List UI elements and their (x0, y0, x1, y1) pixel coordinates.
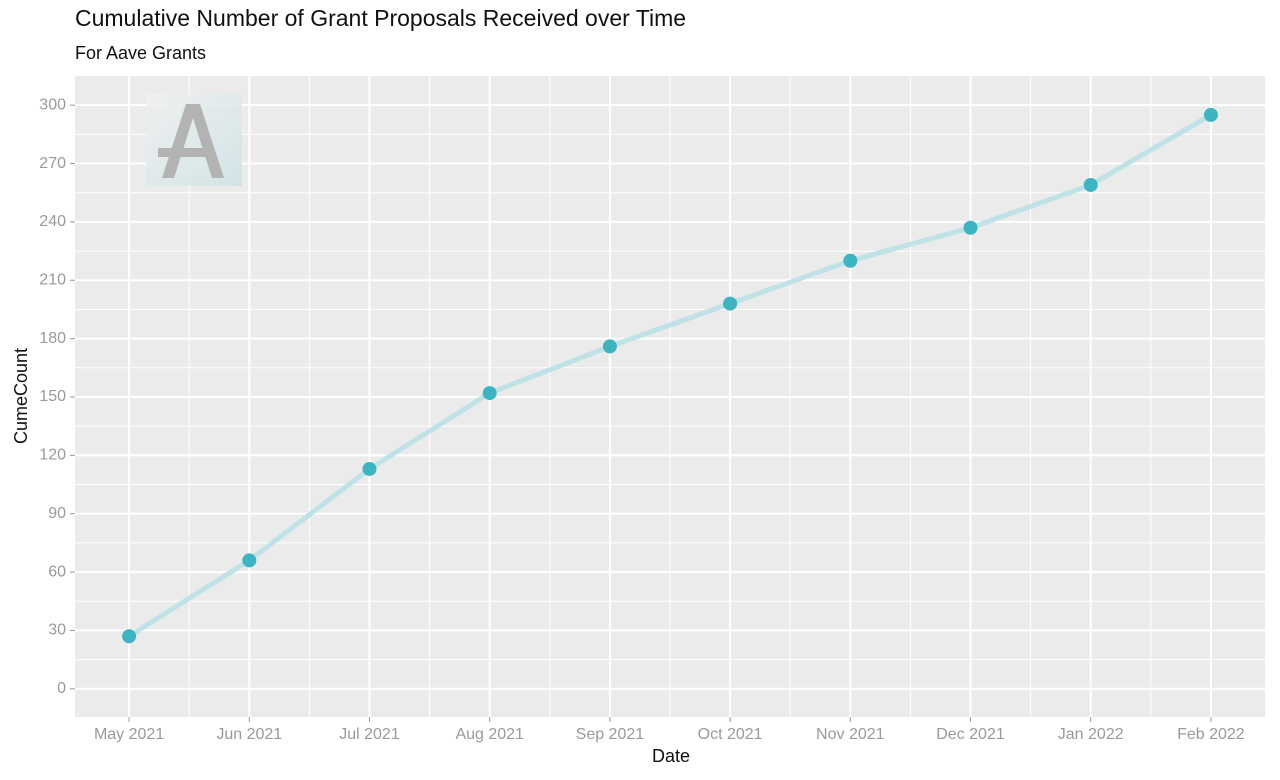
x-tick-label: Sep 2021 (576, 726, 645, 743)
y-tick-label: 210 (39, 271, 66, 288)
y-tick-label: 60 (48, 563, 66, 580)
x-tick-label: Oct 2021 (698, 726, 763, 743)
logo (146, 94, 242, 186)
y-tick-label: 30 (48, 622, 66, 639)
x-tick-label: Aug 2021 (455, 726, 524, 743)
y-tick-label: 0 (57, 680, 66, 697)
y-tick-label: 150 (39, 388, 66, 405)
chart-subtitle: For Aave Grants (75, 43, 206, 63)
x-tick-label: Jan 2022 (1058, 726, 1124, 743)
x-tick-label: Jul 2021 (339, 726, 400, 743)
point (362, 461, 377, 476)
x-axis-title: Date (652, 746, 690, 766)
point (242, 553, 257, 568)
y-tick-label: 270 (39, 155, 66, 172)
y-tick-label: 240 (39, 213, 66, 230)
point (1083, 177, 1098, 192)
y-tick-label: 90 (48, 505, 66, 522)
y-tick-label: 300 (39, 96, 66, 113)
point (482, 386, 497, 401)
point (1203, 107, 1218, 122)
x-tick-label: Feb 2022 (1177, 726, 1245, 743)
y-tick-label: 180 (39, 330, 66, 347)
point (122, 629, 137, 644)
point (602, 339, 617, 354)
x-tick-label: May 2021 (94, 726, 164, 743)
point (963, 220, 978, 235)
chart-title: Cumulative Number of Grant Proposals Rec… (75, 5, 686, 31)
x-tick-label: Nov 2021 (816, 726, 885, 743)
point (843, 253, 858, 268)
y-tick-label: 120 (39, 447, 66, 464)
x-tick-label: Dec 2021 (936, 726, 1005, 743)
x-tick-label: Jun 2021 (216, 726, 282, 743)
line (127, 112, 1213, 639)
point (723, 296, 738, 311)
y-axis-title: CumeCount (11, 348, 31, 444)
